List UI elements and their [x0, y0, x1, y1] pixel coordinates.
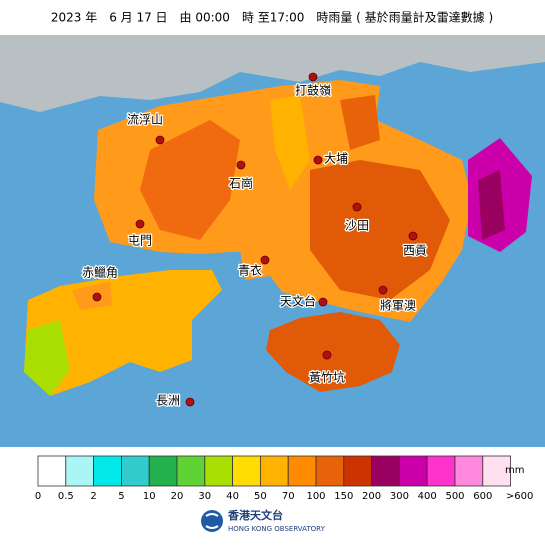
place-dot	[352, 202, 362, 212]
place-label: 沙田	[345, 219, 369, 233]
rain-patch	[140, 120, 240, 240]
tsing-yi	[240, 245, 275, 280]
legend-swatch	[426, 455, 456, 487]
legend-swatch	[371, 455, 400, 487]
place-dot	[135, 219, 145, 229]
place-dot	[92, 292, 102, 302]
legend-swatch	[121, 455, 150, 487]
legend-label: 500	[445, 491, 464, 502]
legend-label: 2	[90, 491, 96, 502]
title: 2023 年 6 月 17 日 由 00:00 時 至17:00 時雨量 ( 基…	[51, 10, 493, 25]
place-dot	[378, 285, 388, 295]
place-label: 長洲	[156, 394, 180, 408]
legend-label: 600	[473, 491, 492, 502]
place-dot	[308, 72, 318, 82]
place-label: 石崗	[229, 177, 253, 191]
legend-label: 50	[254, 491, 267, 502]
legend-swatch	[482, 455, 511, 487]
legend-swatch	[37, 455, 67, 487]
legend-label: 10	[143, 491, 156, 502]
legend-label: 5	[118, 491, 124, 502]
legend-label: 300	[390, 491, 409, 502]
legend-label: 200	[362, 491, 381, 502]
legend-label: 400	[418, 491, 437, 502]
legend-swatch	[176, 455, 206, 487]
place-label: 黃竹坑	[309, 370, 345, 385]
place-label: 屯門	[128, 234, 152, 248]
rain-patch	[310, 160, 450, 300]
logo-mark	[205, 513, 219, 529]
legend-label: 70	[282, 491, 295, 502]
place-label: 打鼓嶺	[295, 84, 331, 98]
legend-swatch	[454, 455, 484, 487]
place-label: 天文台	[280, 294, 316, 309]
place-dot	[260, 255, 270, 265]
legend-swatch	[315, 455, 345, 487]
legend-swatch	[259, 455, 289, 487]
rain-patch	[340, 95, 380, 150]
place-label: 青衣	[238, 263, 262, 278]
place-dot	[155, 135, 165, 145]
legend-label: 100	[306, 491, 325, 502]
legend-label: 0.5	[58, 491, 74, 502]
rain-patch	[270, 95, 310, 190]
legend-swatch	[65, 455, 95, 487]
legend-label: 40	[226, 491, 239, 502]
lantau	[24, 270, 222, 396]
place-dot	[322, 350, 332, 360]
place-dot	[313, 155, 323, 165]
hk-island	[266, 312, 400, 392]
legend-swatch	[232, 455, 261, 487]
place-label: 流浮山	[127, 113, 163, 127]
logo: 香港天文台 HONG KONG OBSERVATORY	[201, 508, 326, 533]
place-dot	[318, 297, 328, 307]
place-dot	[236, 160, 246, 170]
legend-swatch	[148, 455, 178, 487]
mainland	[0, 35, 545, 112]
place-label: 赤鱲角	[82, 266, 118, 280]
rain-patch	[24, 320, 70, 396]
place-label: 西貢	[403, 244, 427, 258]
place-dot	[408, 231, 418, 241]
legend-label: 30	[198, 491, 211, 502]
legend-unit: mm	[505, 465, 524, 476]
rain-patch	[478, 170, 505, 240]
legend-label: >600	[506, 491, 533, 502]
legend-swatch	[93, 455, 122, 487]
legend-label: 0	[35, 491, 41, 502]
place-label: 大埔	[324, 152, 348, 166]
legend-swatch	[398, 455, 428, 487]
place-label: 將軍澳	[380, 298, 416, 313]
legend-swatch	[343, 455, 372, 487]
legend-label: 20	[171, 491, 184, 502]
legend-swatch	[204, 455, 234, 487]
place-dot	[185, 397, 195, 407]
legend-label: 150	[334, 491, 353, 502]
logo-name-en: HONG KONG OBSERVATORY	[228, 525, 326, 533]
legend-swatch	[287, 455, 317, 487]
logo-name: 香港天文台	[227, 508, 283, 522]
airport	[72, 282, 112, 310]
